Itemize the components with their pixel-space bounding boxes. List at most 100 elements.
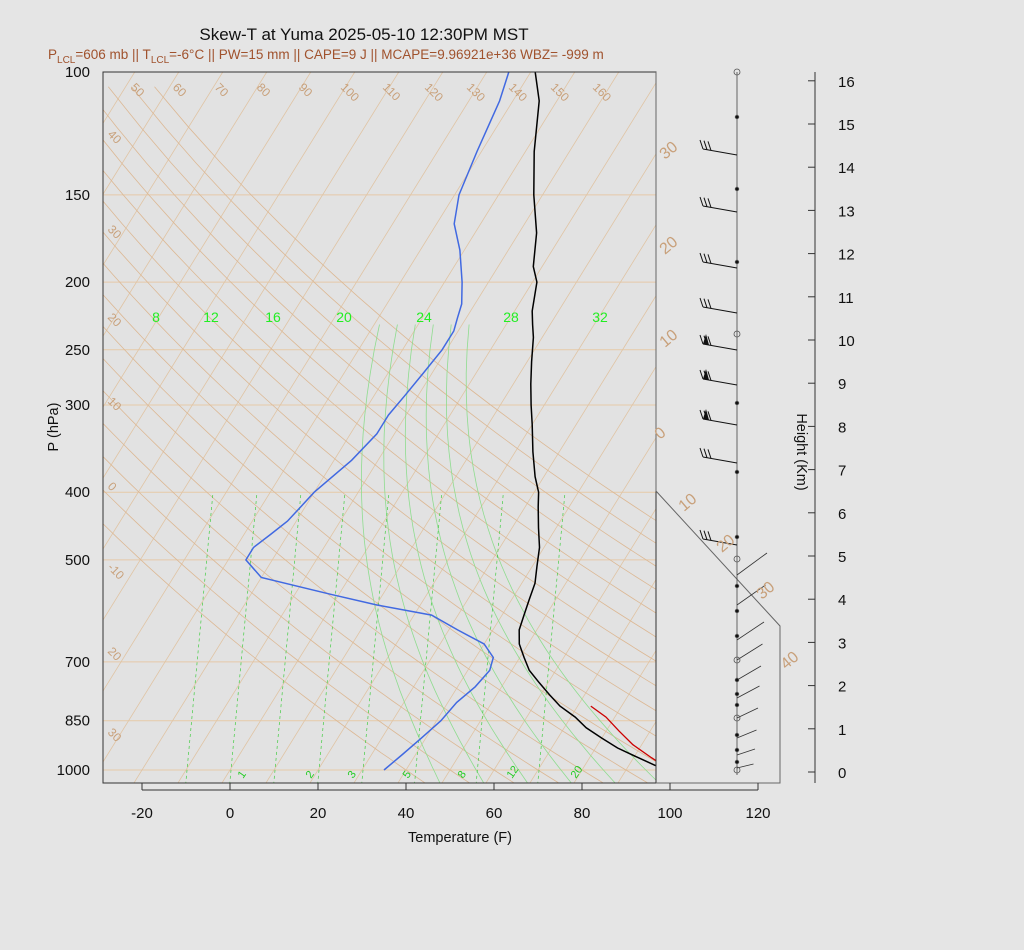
wind-barb-shaft	[702, 378, 738, 386]
wind-barb-feather	[707, 411, 712, 421]
wind-level-marker	[734, 469, 740, 475]
wind-level-marker	[733, 714, 741, 722]
wind-level-marker	[734, 691, 740, 697]
isotherm-label: 30	[657, 139, 682, 164]
temperature-line	[518, 72, 656, 767]
wind-barb-feather	[703, 140, 708, 150]
mixing-ratio-label: 24	[416, 309, 432, 325]
mixing-ratio-line	[475, 492, 504, 783]
wind-level-marker	[733, 68, 741, 76]
dry-adiabat-line	[131, 86, 656, 544]
wind-level-marker	[734, 702, 740, 708]
dry-adiabat-line	[103, 455, 515, 783]
wind-barb-shaft	[702, 306, 738, 314]
dry-adiabat-line	[103, 523, 426, 783]
isotherm-line	[837, 40, 1024, 785]
subtitle-plcl: =606 mb || T	[75, 47, 150, 62]
isotherm-line	[881, 40, 1024, 785]
wind-barb-pennant	[703, 369, 709, 380]
wind-panel-outline	[655, 72, 781, 784]
wind-barb-feather	[703, 448, 708, 458]
dry-adiabat-line	[103, 139, 656, 614]
wind-level-marker	[733, 656, 741, 664]
subtitle-rest: =-6°C || PW=15 mm || CAPE=9 J || MCAPE=9…	[169, 47, 604, 62]
wind-barb-feather	[699, 334, 704, 345]
dry-adiabat-line	[103, 357, 649, 783]
isotherm-line	[661, 40, 1024, 785]
wind-barb-shaft	[736, 763, 754, 769]
isotherm-label: 10	[657, 327, 682, 352]
mixing-ratio-label-low: 3	[346, 769, 359, 781]
moist-adiabat-line	[465, 324, 656, 781]
height-tick-label: 14	[838, 160, 855, 177]
wind-level-marker	[734, 186, 740, 192]
height-tick-label: 1	[838, 722, 846, 739]
wind-level-marker	[734, 534, 740, 540]
wind-barb-shaft	[702, 418, 738, 426]
isotherm-label: 30	[754, 579, 779, 604]
pressure-tick-label: 250	[65, 342, 90, 359]
wind-level-marker	[734, 259, 740, 265]
pressure-tick-label: 850	[65, 713, 90, 730]
wind-barb-shaft	[736, 685, 760, 699]
wind-level-marker	[734, 759, 740, 765]
dewpoint-line	[244, 72, 510, 771]
wind-barb-feather	[703, 530, 708, 540]
wind-barb-feather	[699, 369, 704, 380]
wind-barb-feather	[699, 252, 704, 263]
wind-level-marker	[734, 732, 740, 738]
wind-barb-feather	[703, 298, 708, 308]
dry-adiabat-line	[103, 422, 560, 783]
wind-barb-feather	[707, 299, 712, 309]
isotherm-line	[529, 578, 656, 783]
wind-level-marker	[733, 766, 741, 774]
wind-level-marker	[734, 583, 740, 589]
wind-barb-feather	[707, 198, 712, 208]
pressure-tick-label: 400	[65, 484, 90, 501]
wind-barb-feather	[707, 141, 712, 151]
height-tick-label: 13	[838, 203, 855, 220]
temp-tick-label: 60	[486, 805, 503, 822]
isotherm-line	[397, 366, 656, 783]
dry-adiabat-line	[103, 169, 656, 638]
mixing-ratio-label-low: 2	[304, 769, 317, 781]
mixing-ratio-line	[537, 492, 566, 783]
temp-tick-label: 20	[310, 805, 327, 822]
wind-barb-shaft	[736, 665, 762, 681]
moist-adiabat-line	[360, 324, 441, 783]
wind-level-marker	[734, 114, 740, 120]
isotherm-line	[485, 507, 656, 783]
height-tick-label: 4	[838, 592, 846, 609]
wind-barb-feather	[699, 139, 704, 150]
sounding-lines	[244, 72, 656, 771]
temp-tick-label: 100	[657, 805, 682, 822]
wind-barb-shaft	[736, 748, 756, 756]
dry-adiabat-line	[103, 390, 605, 783]
dry-adiabat-line	[154, 86, 656, 522]
isotherm-line	[103, 72, 400, 550]
dry-adiabat-line	[103, 108, 656, 590]
wind-barb-shaft	[702, 456, 738, 464]
isotherm-line	[103, 72, 312, 408]
isotherm-line	[1013, 40, 1024, 785]
wind-barb-shaft	[736, 643, 763, 661]
height-tick-label: 11	[838, 290, 854, 307]
isotherm-line	[133, 72, 576, 783]
wind-barb-shaft	[736, 729, 757, 739]
mixing-ratio-label: 16	[265, 309, 281, 325]
wind-barb-pennant	[703, 409, 709, 420]
mixing-ratio-line	[185, 492, 214, 783]
isotherm-line	[103, 72, 488, 692]
wind-barb-feather	[699, 409, 704, 420]
temp-tick-label: 120	[745, 805, 770, 822]
wind-barb-shaft	[702, 343, 738, 351]
height-tick-label: 0	[838, 765, 846, 782]
wind-barb-feather	[707, 531, 712, 541]
mixing-ratio-label-low: 20	[569, 764, 586, 781]
isotherm-line	[749, 40, 1024, 785]
isotherm-line	[103, 72, 180, 195]
mixing-ratio-line	[229, 492, 258, 783]
height-tick-label: 5	[838, 549, 846, 566]
parcel-line	[590, 705, 656, 762]
isotherm-line	[0, 40, 23, 785]
